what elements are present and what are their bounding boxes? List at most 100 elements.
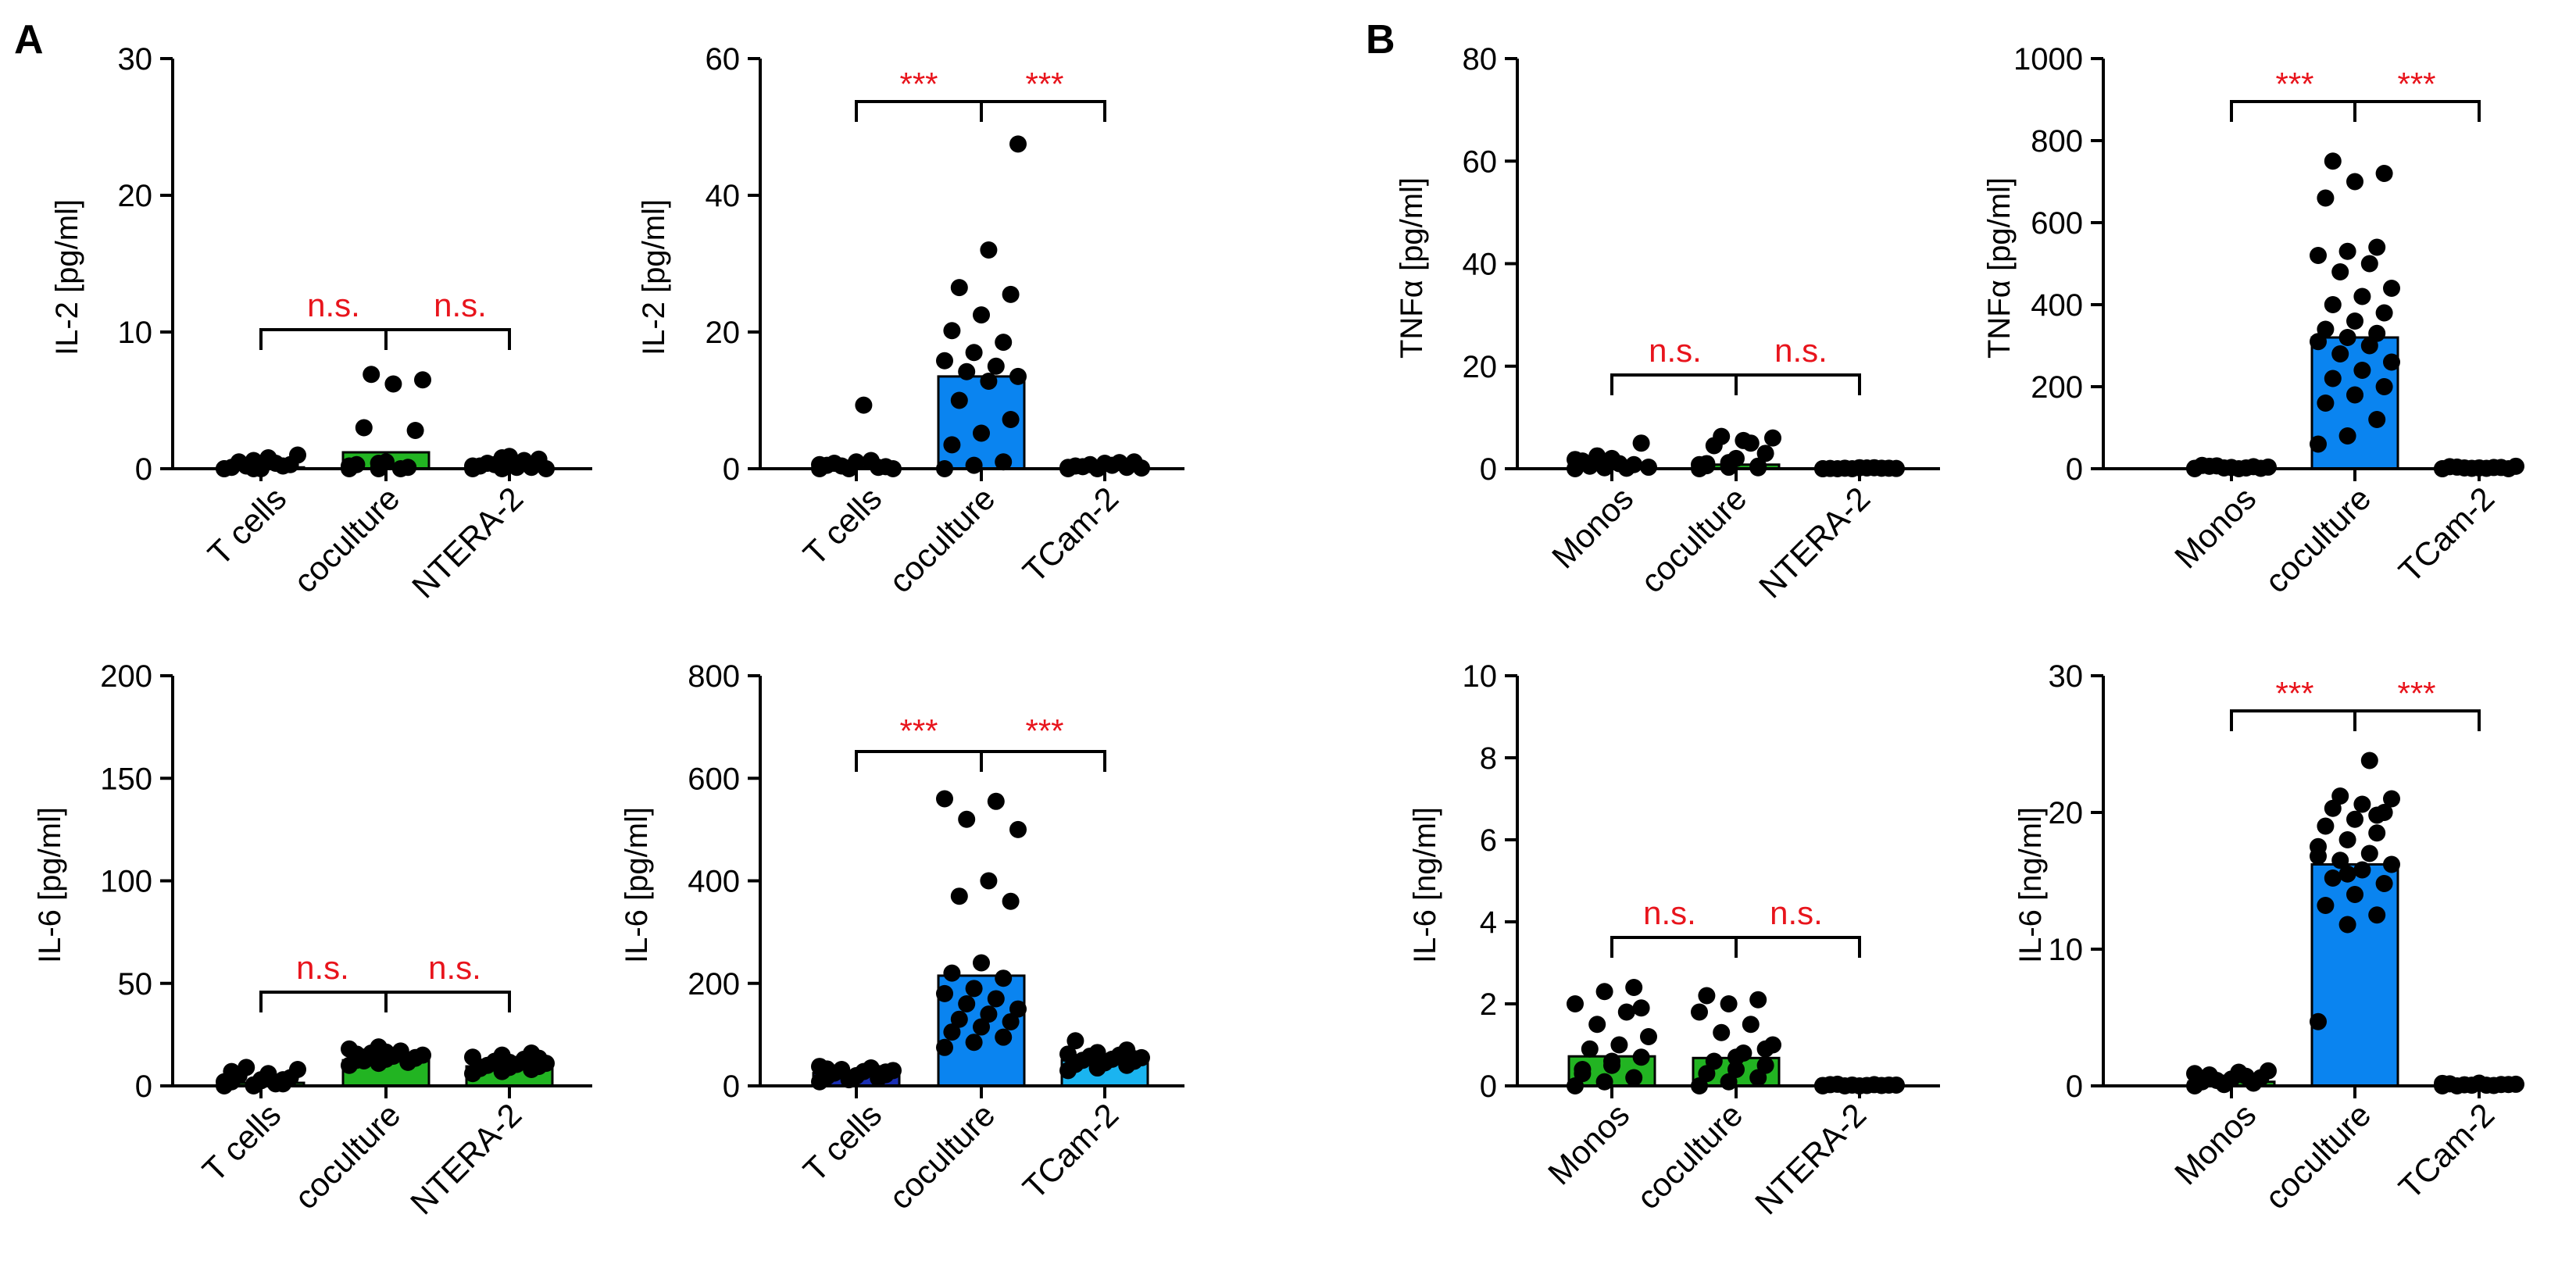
- y-axis-title: IL-6 [pg/ml]: [620, 807, 654, 963]
- category-label: coculture: [288, 1096, 408, 1216]
- y-tick-label: 800: [2031, 124, 2083, 159]
- data-point: [936, 984, 953, 1002]
- y-tick-label: 0: [1480, 452, 1497, 487]
- y-tick-label: 200: [2031, 370, 2083, 405]
- data-point: [1720, 995, 1738, 1012]
- data-point: [2317, 897, 2335, 914]
- data-point: [1720, 454, 1738, 472]
- data-point: [1002, 285, 1020, 303]
- y-tick-label: 10: [118, 316, 153, 350]
- y-tick-label: 8: [1480, 741, 1497, 776]
- y-tick-label: 2: [1480, 987, 1497, 1022]
- data-point: [2310, 435, 2327, 453]
- data-point: [2338, 916, 2356, 934]
- data-point: [2317, 817, 2335, 835]
- y-tick-label: 600: [688, 762, 740, 796]
- sig-label-left: n.s.: [1643, 894, 1696, 931]
- category-label: TCam-2: [2392, 480, 2501, 589]
- data-point: [2368, 324, 2386, 342]
- y-tick-label: 20: [706, 316, 741, 350]
- category-label: Monos: [1541, 1096, 1636, 1191]
- data-point: [2331, 345, 2349, 362]
- data-point: [2353, 795, 2371, 813]
- data-point: [355, 419, 373, 437]
- category-label: coculture: [2258, 1096, 2378, 1216]
- y-tick-label: 10: [2049, 933, 2084, 967]
- y-tick-label: 400: [2031, 288, 2083, 323]
- data-point: [862, 452, 880, 470]
- data-point: [2260, 1062, 2277, 1080]
- data-point: [943, 322, 961, 340]
- data-point: [2317, 189, 2335, 207]
- y-axis-title: IL-2 [pg/ml]: [50, 199, 84, 355]
- data-point: [2353, 861, 2371, 879]
- y-axis-title: TNFα [pg/ml]: [1395, 177, 1429, 359]
- data-point: [1009, 367, 1027, 385]
- chart-marks-5: 0 200 400 600 800: [688, 659, 1184, 1104]
- sig-label-right: ***: [2397, 675, 2435, 712]
- sig-label-right: n.s.: [1774, 332, 1827, 369]
- sig-label-right: n.s.: [428, 949, 481, 986]
- data-point: [363, 366, 381, 384]
- sig-label-left: ***: [2275, 66, 2313, 102]
- data-point: [950, 391, 968, 409]
- data-point: [1574, 1061, 1592, 1078]
- y-tick-label: 40: [1463, 248, 1498, 282]
- data-point: [1756, 445, 1774, 462]
- data-point: [2324, 370, 2342, 387]
- category-label: T cells: [195, 1096, 288, 1189]
- chart-marks-3: 0 200 400 600 800 1000: [2013, 42, 2524, 487]
- y-tick-label: 0: [135, 452, 152, 487]
- sig-label-right: ***: [1025, 712, 1063, 749]
- data-point: [950, 279, 968, 297]
- data-point: [2434, 1074, 2451, 1092]
- data-point: [2338, 865, 2356, 883]
- data-point: [980, 241, 998, 259]
- data-point: [965, 344, 983, 362]
- category-label: NTERA-2: [1748, 1096, 1873, 1221]
- data-point: [2346, 173, 2363, 191]
- data-point: [811, 455, 828, 473]
- data-point: [936, 352, 953, 370]
- category-label: Monos: [2167, 1096, 2263, 1191]
- data-point: [406, 1048, 424, 1066]
- data-point: [1096, 1053, 1113, 1071]
- data-point: [943, 436, 961, 454]
- y-tick-label: 0: [1480, 1069, 1497, 1104]
- data-point: [1632, 434, 1650, 452]
- data-point: [274, 1071, 292, 1089]
- data-point: [1595, 983, 1613, 1001]
- data-point: [2360, 255, 2378, 273]
- chart-marks-4: 0 50 100 150 200: [100, 659, 592, 1104]
- data-point: [1009, 1000, 1027, 1018]
- data-point: [1713, 1023, 1731, 1041]
- data-point: [1727, 1048, 1745, 1066]
- data-point: [1727, 1061, 1745, 1078]
- category-label: Monos: [1545, 480, 1640, 575]
- category-label: TCam-2: [1016, 480, 1125, 589]
- y-tick-label: 40: [706, 179, 741, 213]
- data-point: [1009, 135, 1027, 153]
- data-point: [980, 872, 998, 890]
- data-point: [2368, 238, 2386, 256]
- data-point: [1691, 1003, 1708, 1021]
- data-point: [2507, 1075, 2524, 1093]
- data-point: [995, 969, 1013, 987]
- data-point: [995, 1028, 1013, 1046]
- data-point: [2507, 457, 2524, 475]
- category-label: NTERA-2: [1752, 480, 1877, 605]
- data-point: [1625, 1069, 1643, 1087]
- data-point: [936, 1038, 953, 1056]
- data-point: [987, 357, 1005, 375]
- y-tick-label: 0: [723, 452, 740, 487]
- data-point: [2338, 329, 2356, 346]
- panel-label-b: B: [1366, 17, 1395, 62]
- data-point: [501, 1053, 518, 1071]
- data-point: [1009, 820, 1027, 838]
- chart-marks-1: 0 20 40 60: [706, 42, 1184, 487]
- data-point: [2346, 886, 2363, 903]
- data-point: [1059, 1045, 1077, 1063]
- data-point: [1588, 1016, 1606, 1034]
- data-point: [943, 964, 961, 982]
- chart-marks-6: 0 2 4 6 8 10: [1463, 659, 1940, 1104]
